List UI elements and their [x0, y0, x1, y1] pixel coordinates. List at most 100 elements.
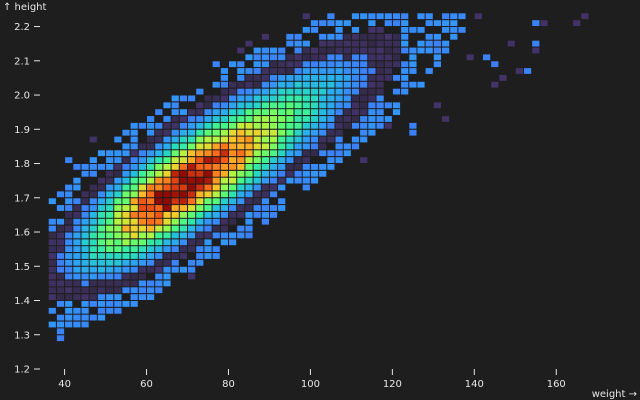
heatmap-cell — [81, 294, 89, 300]
heatmap-cell — [335, 116, 343, 122]
heatmap-cell — [261, 205, 269, 211]
heatmap-cell — [319, 68, 327, 74]
heatmap-cell — [245, 116, 253, 122]
heatmap-cell — [56, 205, 65, 211]
heatmap-cell — [327, 122, 335, 129]
heatmap-cell — [138, 218, 146, 225]
heatmap-cell — [163, 129, 171, 136]
heatmap-cell — [302, 47, 310, 54]
heatmap-cell — [106, 253, 114, 259]
heatmap-cell — [401, 75, 409, 81]
heatmap-cell — [73, 259, 81, 266]
heatmap-cell — [73, 287, 81, 294]
heatmap-cell — [229, 143, 237, 150]
heatmap-cell — [220, 109, 228, 115]
heatmap-cell — [48, 266, 56, 273]
heatmap-cell — [179, 136, 187, 143]
heatmap-cell — [130, 239, 138, 246]
heatmap-cell — [302, 13, 310, 20]
heatmap-cell — [237, 191, 245, 198]
heatmap-cell — [188, 273, 196, 280]
heatmap-cell — [220, 232, 228, 239]
heatmap-cell — [351, 40, 360, 47]
heatmap-cell — [212, 232, 220, 239]
heatmap-cell — [147, 205, 155, 211]
heatmap-cell — [310, 164, 319, 170]
heatmap-cell — [196, 143, 204, 150]
heatmap-cell — [89, 205, 97, 211]
heatmap-cell — [171, 143, 179, 150]
heatmap-cell — [220, 177, 228, 184]
heatmap-cell — [56, 294, 65, 300]
heatmap-cell — [212, 177, 220, 184]
heatmap-cell — [245, 40, 253, 47]
heatmap-cell — [302, 68, 310, 74]
heatmap-cell — [417, 13, 425, 20]
heatmap-cell — [73, 184, 81, 191]
heatmap-cell — [130, 301, 138, 307]
heatmap-cell — [360, 157, 368, 163]
heatmap-cell — [106, 307, 114, 314]
heatmap-cell — [335, 150, 343, 157]
heatmap-cell — [409, 81, 417, 88]
y-axis-label: ↑ height — [3, 2, 47, 13]
heatmap-cell — [392, 75, 401, 81]
heatmap-cell — [204, 164, 212, 170]
heatmap-cell — [130, 280, 138, 287]
heatmap-cell — [56, 321, 65, 328]
heatmap-cell — [147, 232, 155, 239]
heatmap-cell — [65, 212, 73, 218]
heatmap-cell — [302, 61, 310, 68]
heatmap-cell — [130, 136, 138, 143]
heatmap-cell — [97, 301, 106, 307]
heatmap-cell — [81, 198, 89, 205]
y-tick-label: 2.2 — [14, 22, 30, 33]
heatmap-cell — [65, 266, 73, 273]
heatmap-cell — [179, 150, 187, 157]
y-tick-label: 1.6 — [14, 228, 30, 239]
heatmap-cell — [212, 116, 220, 122]
heatmap-cell — [212, 143, 220, 150]
heatmap-cell — [56, 301, 65, 307]
heatmap-cell — [360, 13, 368, 20]
heatmap-cell — [89, 232, 97, 239]
heatmap-cell — [179, 116, 187, 122]
heatmap-cell — [81, 253, 89, 259]
heatmap-cell — [417, 47, 425, 54]
heatmap-cell — [294, 143, 302, 150]
heatmap-cell — [245, 81, 253, 88]
heatmap-cell — [294, 170, 302, 177]
heatmap-cell — [97, 294, 106, 300]
heatmap-cell — [229, 177, 237, 184]
heatmap-cell — [327, 136, 335, 143]
heatmap-cell — [229, 232, 237, 239]
heatmap-cell — [302, 136, 310, 143]
heatmap-cell — [220, 116, 228, 122]
y-tick-label: 2.0 — [14, 91, 30, 102]
heatmap-cell — [351, 95, 360, 102]
x-axis: 40 60 80 100 120 140 160 — [58, 369, 566, 390]
heatmap-cell — [302, 109, 310, 115]
heatmap-cell — [220, 191, 228, 198]
heatmap-cell — [147, 143, 155, 150]
heatmap-cell — [97, 246, 106, 252]
heatmap-cell — [343, 95, 351, 102]
heatmap-cell — [319, 40, 327, 47]
heatmap-cell — [237, 136, 245, 143]
heatmap-cell — [450, 27, 458, 33]
heatmap-cell — [261, 170, 269, 177]
heatmap-cell — [114, 294, 122, 300]
heatmap-cell — [319, 116, 327, 122]
heatmap-cell — [196, 246, 204, 252]
heatmap-cell — [245, 136, 253, 143]
heatmap-cell — [245, 122, 253, 129]
heatmap-cell — [269, 95, 278, 102]
heatmap-cell — [278, 75, 286, 81]
heatmap-cell — [229, 102, 237, 109]
heatmap-cell — [179, 157, 187, 163]
heatmap-cell — [335, 157, 343, 163]
heatmap-cell — [73, 177, 81, 184]
heatmap-cell — [286, 150, 294, 157]
heatmap-cell — [171, 150, 179, 157]
heatmap-cell — [65, 198, 73, 205]
